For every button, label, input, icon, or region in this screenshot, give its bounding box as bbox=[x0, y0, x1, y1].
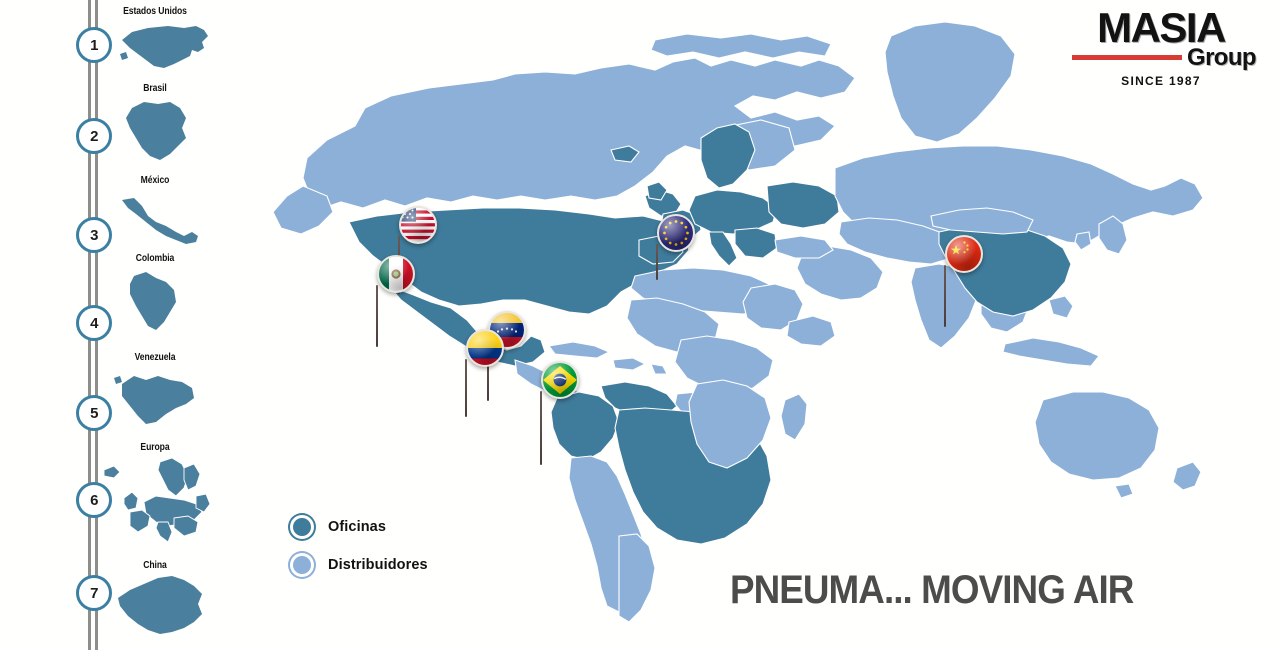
region-italy bbox=[708, 231, 738, 267]
thumb-label-mexico: México bbox=[140, 175, 170, 186]
legend-label-distribuidores: Distribuidores bbox=[328, 557, 428, 573]
region-canada bbox=[302, 57, 856, 209]
flag-brazil-icon bbox=[541, 361, 579, 399]
map-thumb-usa-icon bbox=[120, 26, 208, 68]
region-central-europe bbox=[688, 189, 778, 235]
thumb-mexico[interactable] bbox=[118, 192, 202, 248]
region-turkey bbox=[774, 235, 834, 259]
region-japan bbox=[1098, 215, 1128, 255]
region-central-africa bbox=[674, 335, 774, 393]
legend-item-oficinas[interactable]: Oficinas bbox=[288, 508, 428, 546]
region-new-zealand bbox=[1172, 461, 1202, 491]
timeline-step-4[interactable]: 4 bbox=[76, 305, 112, 341]
timeline-step-5[interactable]: 5 bbox=[76, 395, 112, 431]
region-colombia bbox=[550, 391, 620, 461]
tagline: PNEUMA... MOVING AIR bbox=[730, 568, 1134, 612]
brand-since: SINCE 1987 bbox=[1121, 73, 1201, 88]
region-lesser-antilles bbox=[650, 363, 668, 375]
thumb-estados-unidos[interactable] bbox=[118, 20, 210, 74]
thumb-label-brasil: Brasil bbox=[143, 83, 167, 94]
region-mexico bbox=[387, 284, 546, 367]
map-thumb-mexico-icon bbox=[122, 198, 198, 244]
brand-logo[interactable]: MASIA Group SINCE 1987 bbox=[1066, 4, 1257, 88]
legend-label-oficinas: Oficinas bbox=[328, 519, 387, 535]
thumb-venezuela[interactable] bbox=[112, 368, 198, 430]
region-argentina-south bbox=[618, 533, 656, 623]
flag-colombia-icon bbox=[466, 329, 504, 367]
flag-china-icon bbox=[945, 235, 983, 273]
region-korea bbox=[1074, 231, 1092, 251]
region-canada-arctic-isles bbox=[650, 33, 832, 59]
map-thumb-china-icon bbox=[118, 576, 202, 634]
brand-group-row: Group bbox=[1066, 43, 1257, 71]
region-alaska bbox=[272, 185, 334, 235]
region-scandinavia bbox=[700, 123, 756, 189]
timeline-step-6[interactable]: 6 bbox=[76, 482, 112, 518]
timeline-step-1[interactable]: 1 bbox=[76, 27, 112, 63]
region-indonesia bbox=[1002, 337, 1100, 367]
region-horn-of-africa bbox=[786, 315, 836, 347]
map-thumb-brazil-icon bbox=[126, 102, 186, 160]
thumb-label-china: China bbox=[143, 560, 167, 571]
thumb-label-europa: Europa bbox=[140, 442, 170, 453]
region-madagascar bbox=[780, 393, 808, 441]
region-eastern-europe bbox=[766, 181, 840, 229]
region-australia bbox=[1034, 391, 1160, 481]
legend-item-distribuidores[interactable]: Distribuidores bbox=[288, 546, 428, 584]
world-map: .dist{fill:#8cb0d8;stroke:#ffffff;stroke… bbox=[215, 0, 1280, 640]
country-timeline-sidebar: Estados Unidos 1 Brasil 2 México 3 Colom… bbox=[0, 0, 225, 650]
region-tasmania bbox=[1114, 483, 1134, 499]
timeline-step-3[interactable]: 3 bbox=[76, 217, 112, 253]
flag-mexico-icon bbox=[377, 255, 415, 293]
thumb-china[interactable] bbox=[110, 572, 206, 638]
region-balkans bbox=[734, 227, 778, 259]
timeline-step-2[interactable]: 2 bbox=[76, 118, 112, 154]
timeline-step-7[interactable]: 7 bbox=[76, 575, 112, 611]
thumb-brasil[interactable] bbox=[118, 98, 192, 162]
map-thumb-europe-icon bbox=[103, 457, 211, 543]
flag-usa-icon bbox=[399, 206, 437, 244]
flag-eu-icon bbox=[657, 214, 695, 252]
region-mongolia bbox=[930, 207, 1034, 235]
region-kazakhstan-centralasia bbox=[838, 217, 960, 265]
map-thumb-venezuela-icon bbox=[114, 376, 194, 424]
region-middle-east bbox=[796, 245, 884, 301]
region-southern-africa bbox=[688, 379, 772, 469]
thumb-europa[interactable] bbox=[100, 456, 212, 548]
legend-dot-distribuidores bbox=[288, 551, 316, 579]
region-greenland bbox=[884, 21, 1016, 143]
thumb-label-colombia: Colombia bbox=[135, 253, 175, 264]
region-iceland bbox=[610, 145, 640, 163]
thumb-colombia[interactable] bbox=[118, 268, 186, 334]
map-legend: Oficinas Distribuidores bbox=[288, 508, 428, 584]
map-thumb-colombia-icon bbox=[130, 272, 176, 330]
brand-red-bar bbox=[1072, 55, 1182, 61]
region-philippines bbox=[1048, 295, 1074, 319]
brand-name: MASIA bbox=[1097, 4, 1226, 51]
thumb-label-estados-unidos: Estados Unidos bbox=[123, 6, 187, 17]
thumb-label-venezuela: Venezuela bbox=[134, 352, 176, 363]
region-cuba bbox=[548, 341, 611, 359]
legend-dot-oficinas bbox=[288, 513, 316, 541]
region-hispaniola bbox=[612, 357, 647, 371]
region-uk bbox=[646, 181, 668, 201]
brand-subname: Group bbox=[1187, 43, 1257, 71]
